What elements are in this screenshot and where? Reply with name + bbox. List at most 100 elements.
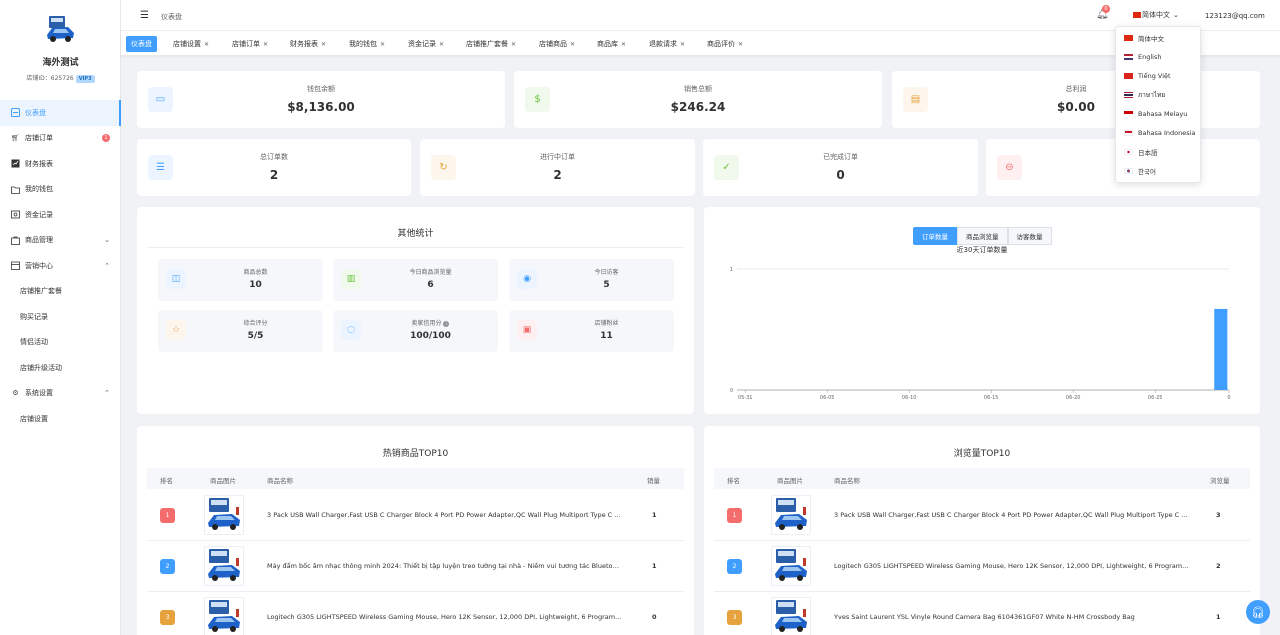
col-image: 商品图片 bbox=[777, 477, 803, 485]
info-icon[interactable]: i bbox=[443, 321, 450, 327]
flag-my-icon bbox=[1124, 110, 1133, 117]
sidebar-item-finance[interactable]: 财务报表 bbox=[0, 151, 121, 177]
col-image: 商品图片 bbox=[210, 477, 236, 485]
col-sales: 销量 bbox=[647, 477, 660, 485]
sidebar-menu: 仪表盘 🛒︎ 店铺订单 1 财务报表 我的钱包 资金记录 商品管理 ⌄ 营销中心… bbox=[0, 100, 121, 432]
stat-card-pending-orders: ↻ 进行中订单 2 bbox=[420, 139, 695, 196]
table-row[interactable]: 1 3 Pack USB Wall Charger,Fast USB C Cha… bbox=[714, 490, 1250, 541]
language-option-label: 简体中文 bbox=[1138, 34, 1164, 43]
table-row[interactable]: 1 3 Pack USB Wall Charger,Fast USB C Cha… bbox=[147, 490, 684, 541]
close-icon[interactable]: ✕ bbox=[680, 41, 686, 48]
sidebar-item-label: 财务报表 bbox=[25, 159, 53, 168]
rank-badge: 1 bbox=[160, 508, 175, 523]
sidebar-item-couple-activity[interactable]: 情侣活动 bbox=[0, 330, 121, 356]
chat-icon: ◌ bbox=[341, 320, 361, 340]
tab-shop-goods[interactable]: 店铺商品 ✕ bbox=[534, 36, 580, 52]
tab-finance[interactable]: 财务报表 ✕ bbox=[285, 36, 331, 52]
book-icon: ▥ bbox=[341, 269, 361, 289]
stat-card-total-orders: ☰ 总订单数 2 bbox=[137, 139, 411, 196]
close-icon[interactable]: ✕ bbox=[380, 41, 386, 48]
sidebar-item-label: 资金记录 bbox=[25, 210, 53, 219]
sidebar-item-upgrade-activity[interactable]: 店铺升级活动 bbox=[0, 355, 121, 381]
product-image bbox=[204, 546, 244, 586]
col-rank: 排名 bbox=[160, 477, 173, 485]
product-name[interactable]: Logitech G305 LIGHTSPEED Wireless Gaming… bbox=[267, 613, 622, 621]
sidebar-item-orders[interactable]: 🛒︎ 店铺订单 1 bbox=[0, 126, 121, 152]
dashboard-icon bbox=[11, 108, 20, 118]
orders-count-button[interactable]: 订单数量 bbox=[913, 227, 957, 245]
table-row[interactable]: 2 Logitech G305 LIGHTSPEED Wireless Gami… bbox=[714, 541, 1250, 592]
sidebar-item-label: 我的钱包 bbox=[25, 185, 53, 194]
language-option-ja[interactable]: 日本語 bbox=[1124, 142, 1158, 161]
menu-toggle-icon[interactable]: ☰ bbox=[140, 10, 149, 21]
sidebar-item-shop-settings[interactable]: 店铺设置 bbox=[0, 406, 121, 432]
product-name[interactable]: 3 Pack USB Wall Charger,Fast USB C Charg… bbox=[267, 511, 621, 519]
mini-stat-label: 综合评分 bbox=[243, 320, 268, 327]
product-name[interactable]: Logitech G305 LIGHTSPEED Wireless Gaming… bbox=[834, 562, 1189, 570]
sidebar-item-promo-package[interactable]: 店铺推广套餐 bbox=[0, 279, 121, 305]
tab-dashboard[interactable]: 仪表盘 bbox=[126, 36, 157, 52]
close-icon[interactable]: ✕ bbox=[621, 41, 627, 48]
sidebar-item-marketing[interactable]: 营销中心 ⌃ bbox=[0, 253, 121, 279]
sidebar-item-fund-records[interactable]: 资金记录 bbox=[0, 202, 121, 228]
tab-wallet[interactable]: 我的钱包 ✕ bbox=[344, 36, 390, 52]
mini-stat-value: 5 bbox=[603, 280, 610, 290]
language-option-zh-cn[interactable]: 简体中文 bbox=[1124, 28, 1164, 47]
tab-shop-settings[interactable]: 店铺设置 ✕ bbox=[168, 36, 214, 52]
table-row[interactable]: 2 Máy đẩm bốc âm nhạc thông minh 2024: T… bbox=[147, 541, 684, 592]
table-row[interactable]: 3 Logitech G305 LIGHTSPEED Wireless Gami… bbox=[147, 592, 684, 635]
close-icon[interactable]: ✕ bbox=[321, 41, 327, 48]
close-icon[interactable]: ✕ bbox=[738, 41, 744, 48]
language-option-th[interactable]: ภาษาไทย bbox=[1124, 85, 1165, 104]
language-option-id[interactable]: Bahasa Indonesia bbox=[1124, 123, 1195, 142]
tab-fund-records[interactable]: 资金记录 ✕ bbox=[403, 36, 449, 52]
views-value: 1 bbox=[1216, 613, 1221, 621]
document-icon: ☰ bbox=[148, 155, 173, 180]
close-icon[interactable]: ✕ bbox=[511, 41, 517, 48]
close-icon[interactable]: ✕ bbox=[204, 41, 210, 48]
language-option-vi[interactable]: Tiếng Việt bbox=[1124, 66, 1171, 85]
mini-stat-today-visitors: ◉ 今日访客 5 bbox=[509, 259, 674, 301]
sidebar-item-label: 店铺订单 bbox=[25, 134, 53, 143]
sidebar-item-goods[interactable]: 商品管理 ⌄ bbox=[0, 228, 121, 254]
sales-value: 1 bbox=[652, 511, 657, 519]
tab-promo-package[interactable]: 店铺推广套餐 ✕ bbox=[461, 36, 521, 52]
mini-stat-goods-total: ◫ 商品总数 10 bbox=[158, 259, 323, 301]
views-value: 2 bbox=[1216, 562, 1221, 570]
goods-views-button[interactable]: 商品浏览量 bbox=[957, 227, 1008, 245]
language-option-ms[interactable]: Bahasa Melayu bbox=[1124, 104, 1187, 123]
product-name[interactable]: 3 Pack USB Wall Charger,Fast USB C Charg… bbox=[834, 511, 1188, 519]
sidebar: 海外测试 店铺ID：625726 VIP3 仪表盘 🛒︎ 店铺订单 1 财务报表 … bbox=[0, 0, 121, 635]
sidebar-item-settings[interactable]: ⚙ 系统设置 ⌃ bbox=[0, 381, 121, 407]
tab-shop-orders[interactable]: 店铺订单 ✕ bbox=[227, 36, 273, 52]
sidebar-item-dashboard[interactable]: 仪表盘 bbox=[0, 100, 121, 126]
customer-service-icon[interactable]: 🎧︎ bbox=[1246, 600, 1270, 624]
product-name[interactable]: Máy đẩm bốc âm nhạc thông minh 2024: Thi… bbox=[267, 562, 622, 570]
sidebar-item-label: 商品管理 bbox=[25, 236, 53, 245]
stat-value: $8,136.00 bbox=[287, 100, 355, 114]
sidebar-item-purchase-records[interactable]: 购买记录 bbox=[0, 304, 121, 330]
chart-icon: ▤ bbox=[903, 87, 928, 112]
sidebar-item-wallet[interactable]: 我的钱包 bbox=[0, 177, 121, 203]
language-option-en[interactable]: English bbox=[1124, 47, 1161, 66]
bell-icon[interactable]: 🔔︎ 0 bbox=[1096, 5, 1110, 20]
product-name[interactable]: Yves Saint Laurent YSL Vinyle Round Came… bbox=[834, 613, 1135, 621]
close-icon[interactable]: ✕ bbox=[570, 41, 576, 48]
user-email[interactable]: 123123@qq.com bbox=[1205, 12, 1265, 20]
product-image bbox=[771, 546, 811, 586]
language-selector[interactable]: 简体中文 ⌄ bbox=[1133, 10, 1179, 20]
language-option-ko[interactable]: 한국어 bbox=[1124, 161, 1156, 180]
close-icon[interactable]: ✕ bbox=[439, 41, 445, 48]
rank-badge: 2 bbox=[727, 559, 742, 574]
tab-refund-requests[interactable]: 退款请求 ✕ bbox=[644, 36, 690, 52]
tab-label: 店铺商品 bbox=[539, 40, 567, 48]
tab-goods-reviews[interactable]: 商品评价 ✕ bbox=[702, 36, 748, 52]
table-row[interactable]: 3 Yves Saint Laurent YSL Vinyle Round Ca… bbox=[714, 592, 1250, 635]
close-icon[interactable]: ✕ bbox=[263, 41, 269, 48]
mini-stat-rating: ☆ 综合评分 5/5 bbox=[158, 310, 323, 352]
visitors-button[interactable]: 访客数量 bbox=[1007, 227, 1052, 245]
stat-label: 钱包余额 bbox=[307, 85, 335, 93]
tab-goods-library[interactable]: 商品库 ✕ bbox=[592, 36, 631, 52]
x-tick-label: 0 bbox=[1227, 395, 1230, 401]
tab-label: 资金记录 bbox=[408, 40, 436, 48]
